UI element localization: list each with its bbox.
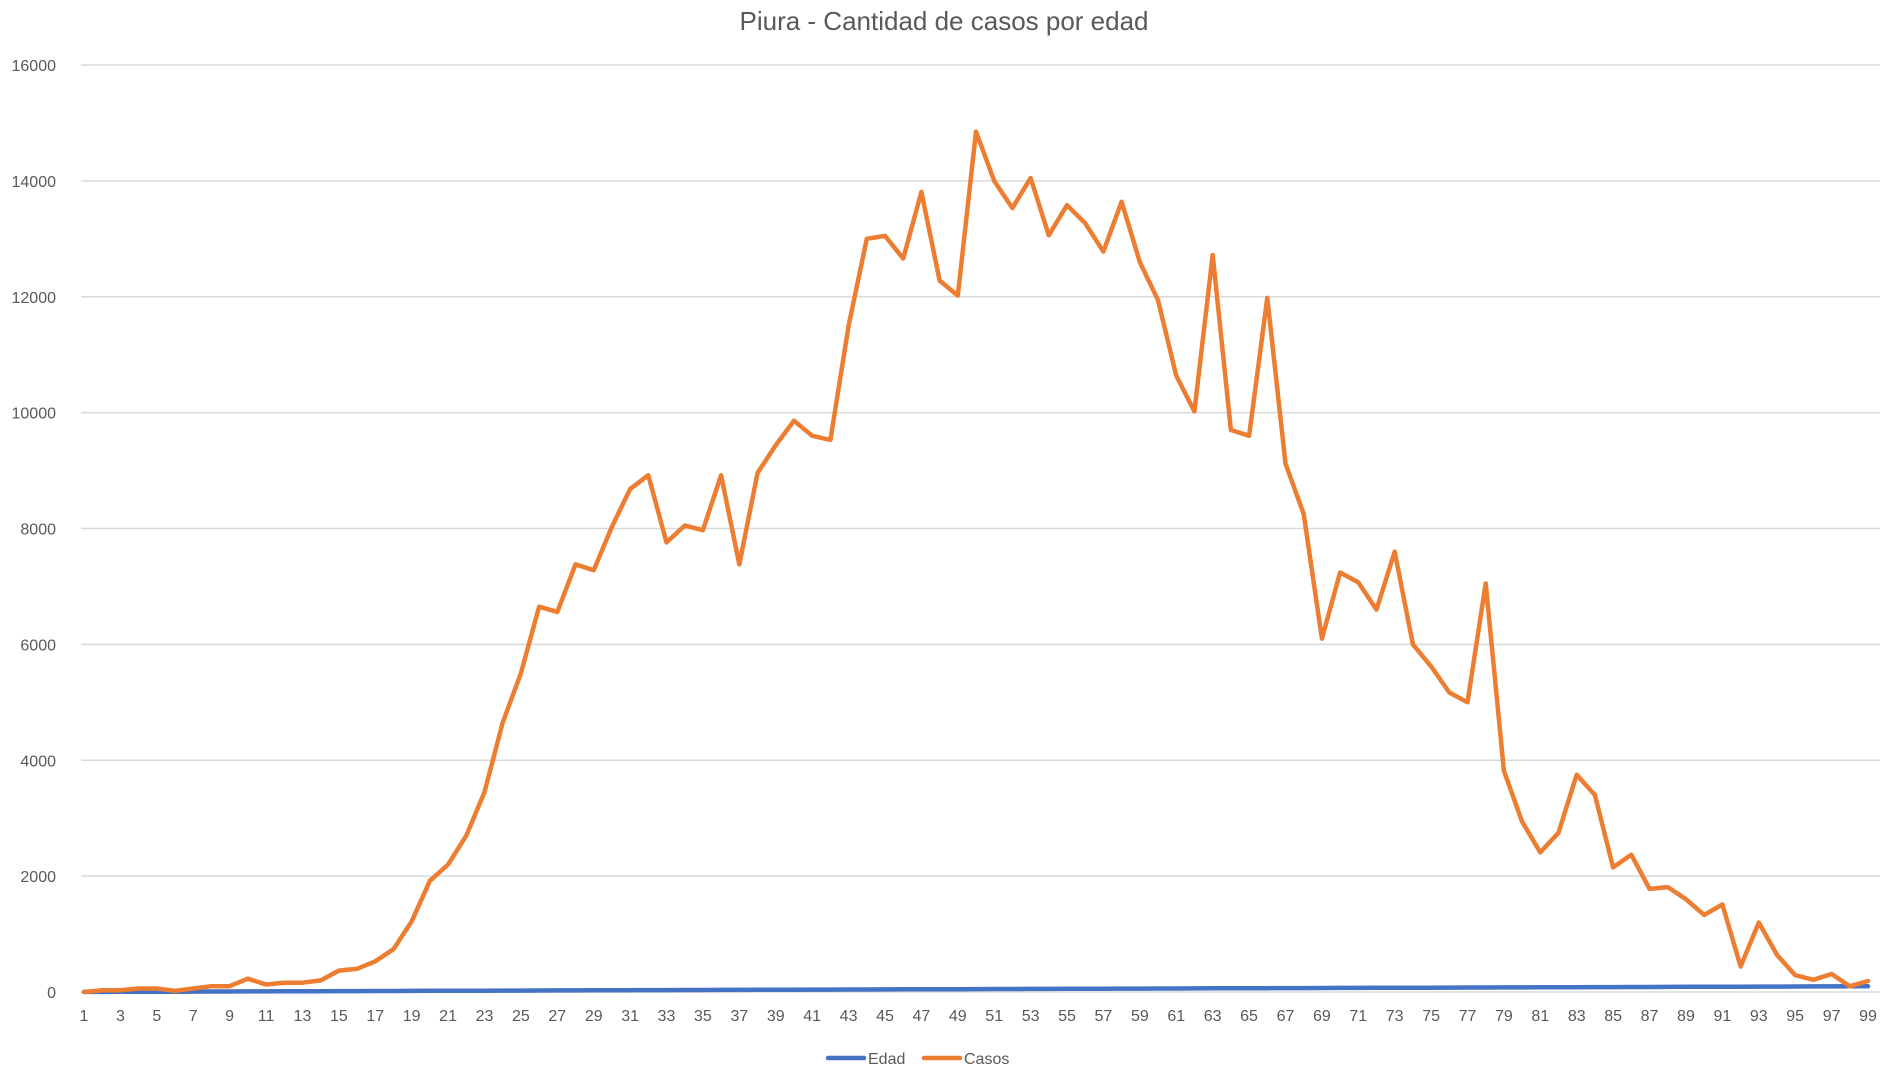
x-tick-label: 19 (403, 1008, 421, 1025)
series-line-casos (81, 129, 1871, 995)
x-tick-label: 97 (1823, 1008, 1841, 1025)
x-tick-label: 37 (730, 1008, 748, 1025)
series-line-edad (81, 984, 1871, 995)
x-tick-label: 15 (330, 1008, 348, 1025)
x-tick-label: 3 (116, 1008, 125, 1025)
x-tick-label: 27 (548, 1008, 566, 1025)
x-tick-label: 81 (1531, 1008, 1549, 1025)
x-tick-label: 47 (912, 1008, 930, 1025)
x-tick-label: 33 (658, 1008, 676, 1025)
x-tick-label: 69 (1313, 1008, 1331, 1025)
x-tick-label: 75 (1422, 1008, 1440, 1025)
y-tick-label: 10000 (12, 406, 57, 423)
y-tick-label: 0 (47, 985, 56, 1002)
y-tick-label: 6000 (20, 637, 56, 654)
x-tick-label: 93 (1750, 1008, 1768, 1025)
legend-label-casos: Casos (964, 1051, 1009, 1068)
x-tick-label: 51 (985, 1008, 1003, 1025)
gridlines (81, 64, 1880, 993)
x-tick-label: 9 (225, 1008, 234, 1025)
x-tick-label: 87 (1641, 1008, 1659, 1025)
x-tick-label: 41 (803, 1008, 821, 1025)
x-tick-label: 79 (1495, 1008, 1513, 1025)
x-tick-label: 65 (1240, 1008, 1258, 1025)
x-tick-label: 45 (876, 1008, 894, 1025)
x-tick-label: 43 (840, 1008, 858, 1025)
x-tick-label: 77 (1459, 1008, 1477, 1025)
y-tick-label: 4000 (20, 753, 56, 770)
x-tick-label: 35 (694, 1008, 712, 1025)
x-axis-tick-labels: 1 3 5 7 9 11 13 15 17 19 21 23 25 27 29 31 33 35 37 39 41 43 4… (80, 1008, 1877, 1025)
legend-label-edad: Edad (868, 1051, 905, 1068)
x-tick-label: 67 (1277, 1008, 1295, 1025)
x-tick-label: 83 (1568, 1008, 1586, 1025)
x-tick-label: 25 (512, 1008, 530, 1025)
x-tick-label: 71 (1349, 1008, 1367, 1025)
x-tick-label: 57 (1095, 1008, 1113, 1025)
x-tick-label: 29 (585, 1008, 603, 1025)
x-tick-label: 13 (294, 1008, 312, 1025)
x-tick-label: 61 (1167, 1008, 1185, 1025)
y-tick-label: 12000 (12, 290, 57, 307)
x-tick-label: 17 (366, 1008, 384, 1025)
x-tick-label: 85 (1604, 1008, 1622, 1025)
series-lines (81, 129, 1871, 995)
x-tick-label: 73 (1386, 1008, 1404, 1025)
x-tick-label: 1 (80, 1008, 89, 1025)
y-tick-label: 14000 (12, 174, 57, 191)
y-tick-label: 8000 (20, 522, 56, 539)
x-tick-label: 55 (1058, 1008, 1076, 1025)
x-tick-label: 7 (189, 1008, 198, 1025)
x-tick-label: 23 (476, 1008, 494, 1025)
chart-title: Piura - Cantidad de casos por edad (739, 6, 1148, 36)
x-tick-label: 99 (1859, 1008, 1877, 1025)
y-tick-label: 16000 (12, 58, 57, 75)
x-tick-label: 21 (439, 1008, 457, 1025)
x-tick-label: 95 (1786, 1008, 1804, 1025)
x-tick-label: 49 (949, 1008, 967, 1025)
x-tick-label: 89 (1677, 1008, 1695, 1025)
x-tick-label: 53 (1022, 1008, 1040, 1025)
x-tick-label: 91 (1713, 1008, 1731, 1025)
y-axis-tick-labels: 0 2000 4000 6000 8000 10000 12000 14000 16000 (12, 58, 57, 1002)
y-tick-label: 2000 (20, 869, 56, 886)
x-tick-label: 59 (1131, 1008, 1149, 1025)
x-tick-label: 63 (1204, 1008, 1222, 1025)
x-tick-label: 31 (621, 1008, 639, 1025)
x-tick-label: 5 (152, 1008, 161, 1025)
x-tick-label: 11 (258, 1008, 275, 1025)
x-tick-label: 39 (767, 1008, 785, 1025)
legend: Edad Casos (825, 1051, 1009, 1068)
